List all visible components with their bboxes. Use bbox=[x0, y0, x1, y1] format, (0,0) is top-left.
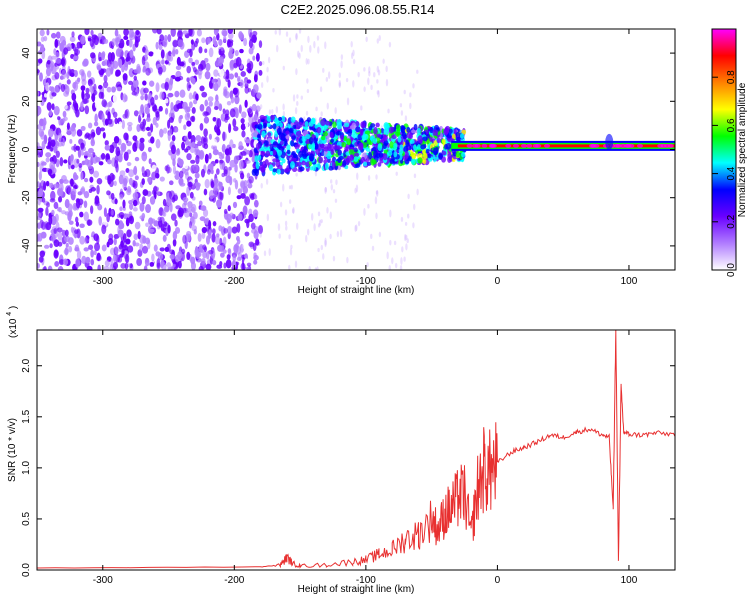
snr-series-line bbox=[37, 330, 675, 569]
spectrogram-y-label: Frequency (Hz) bbox=[7, 115, 18, 184]
snr-scale-exp: 4 bbox=[6, 312, 13, 316]
x-tick-label: -300 bbox=[93, 276, 113, 287]
x-tick-label: 0 bbox=[495, 276, 501, 287]
y-tick-label: 0.0 bbox=[21, 563, 32, 577]
y-tick-label: 1.5 bbox=[21, 409, 32, 423]
x-tick-label: -200 bbox=[224, 575, 244, 586]
colorbar bbox=[711, 28, 737, 271]
svg-text:(x10 4 ): (x10 4 ) bbox=[3, 306, 19, 338]
y-tick-label: 40 bbox=[21, 47, 32, 59]
snr-scale-base: (x10 bbox=[8, 318, 19, 338]
snr-y-label: SNR (10 * v/v) bbox=[7, 418, 18, 482]
x-tick-label: 100 bbox=[621, 276, 638, 287]
y-tick-label: 0.5 bbox=[21, 512, 32, 526]
snr-line-layer bbox=[37, 330, 675, 569]
x-tick-label: -100 bbox=[356, 575, 376, 586]
y-tick-label: -40 bbox=[21, 238, 32, 253]
snr-scale-factor: (x10 4 ) bbox=[3, 306, 19, 338]
y-tick-label: 20 bbox=[21, 95, 32, 107]
spectrogram-x-ticks: -300 -200 -100 0 100 bbox=[93, 29, 638, 287]
colorbar-ticks: 0.0 0.2 0.4 0.6 0.8 bbox=[712, 70, 737, 277]
snr-plot-background bbox=[37, 330, 675, 570]
y-tick-label: 0 bbox=[21, 146, 32, 152]
colorbar-tick-label: 0.4 bbox=[726, 166, 737, 180]
spectrogram-y-ticks: -40 -20 0 20 40 bbox=[21, 47, 675, 253]
snr-x-label: Height of straight line (km) bbox=[298, 584, 415, 595]
x-tick-label: -300 bbox=[93, 575, 113, 586]
x-tick-label: -100 bbox=[356, 276, 376, 287]
y-tick-label: 2.0 bbox=[21, 358, 32, 372]
colorbar-tick-label: 0.8 bbox=[726, 70, 737, 84]
spectrogram-x-label: Height of straight line (km) bbox=[298, 285, 415, 296]
colorbar-tick-label: 0.0 bbox=[726, 263, 737, 277]
colorbar-tick-label: 0.6 bbox=[726, 118, 737, 132]
colorbar-tick-label: 0.2 bbox=[726, 214, 737, 228]
snr-x-ticks: -300 -200 -100 0 100 bbox=[93, 330, 638, 586]
colorbar-label: Normalized spectral amplitude bbox=[737, 82, 748, 217]
spectrogram-heatmap bbox=[37, 29, 675, 270]
y-tick-label: -20 bbox=[21, 190, 32, 205]
x-tick-label: -200 bbox=[224, 276, 244, 287]
x-tick-label: 0 bbox=[495, 575, 501, 586]
snr-y-ticks: 0.0 0.5 1.0 1.5 2.0 bbox=[21, 358, 675, 577]
y-tick-label: 1.0 bbox=[21, 460, 32, 474]
x-tick-label: 100 bbox=[621, 575, 638, 586]
page-title: C2E2.2025.096.08.55.R14 bbox=[280, 2, 435, 17]
snr-plot-frame bbox=[36, 329, 676, 571]
